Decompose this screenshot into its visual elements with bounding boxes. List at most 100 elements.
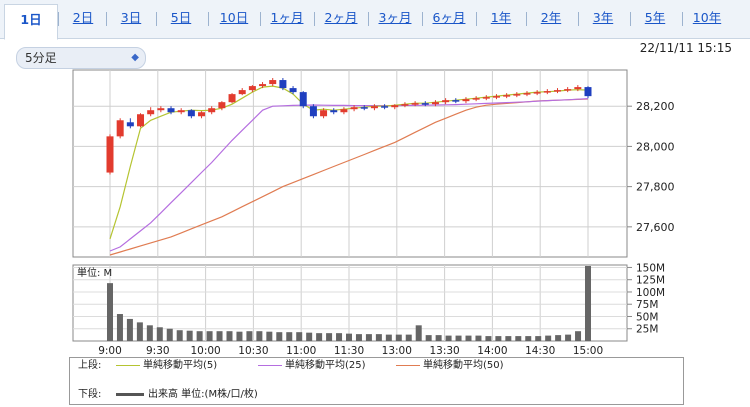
volume-y-tick-label: 50M (636, 311, 658, 323)
ma50-line (109, 98, 589, 256)
candle-body (106, 136, 114, 173)
candle-body (513, 94, 521, 96)
candle-body (350, 107, 358, 110)
tab-10[interactable]: 2年 (540, 10, 562, 25)
volume-bar (575, 331, 582, 341)
tab-9[interactable]: 1年 (490, 10, 512, 25)
candle-body (523, 93, 531, 95)
tab-7[interactable]: 3ヶ月 (378, 10, 412, 25)
candle-body (584, 87, 592, 97)
tab-4[interactable]: 10日 (219, 10, 249, 25)
volume-bar (116, 314, 123, 341)
candle-body (248, 86, 256, 91)
volume-y-tick-label: 150M (636, 262, 665, 274)
volume-bar (276, 332, 283, 341)
candle-body (320, 110, 328, 117)
candle-body (492, 96, 500, 98)
candle-body (259, 84, 267, 87)
volume-y-tick-label: 75M (636, 299, 658, 311)
interval-select-label: 5分足 (25, 51, 57, 65)
timestamp: 22/11/11 15:15 (639, 41, 732, 55)
candle-body (370, 106, 378, 109)
volume-bar (346, 333, 352, 341)
candle-body (228, 94, 236, 103)
candle-body (482, 97, 490, 99)
legend-volume-swatch (116, 392, 144, 396)
tab-5[interactable]: 1ヶ月 (270, 10, 304, 25)
volume-bar (525, 336, 532, 341)
candle-body (533, 92, 541, 94)
tab-11[interactable]: 3年 (592, 10, 614, 25)
candle-body (238, 90, 246, 95)
volume-y-tick-label: 100M (636, 287, 665, 299)
tab-separator (630, 12, 631, 26)
legend-ma50: 単純移動平均(50) (396, 359, 504, 373)
legend-ma50-label: 単純移動平均(50) (423, 360, 504, 371)
x-tick-label: 9:00 (98, 345, 122, 357)
tab-2[interactable]: 3日 (120, 10, 142, 25)
tab-separator (526, 12, 527, 26)
candle-body (187, 110, 195, 117)
volume-bar (216, 331, 223, 341)
period-tabs: 1日 2日 3日 5日 10日 1ヶ月 2ヶ月 3ヶ月 6ヶ月 1年 2年 3年 5年 10年 (0, 0, 750, 40)
volume-bar (186, 330, 193, 341)
candle-body (126, 122, 134, 127)
candle-body (340, 109, 348, 113)
volume-bar (146, 325, 153, 341)
volume-bar (286, 332, 293, 341)
volume-bar (126, 318, 133, 341)
volume-bar (385, 334, 392, 341)
volume-bar (136, 322, 143, 341)
tab-separator (314, 12, 315, 26)
ma25-line (109, 98, 589, 252)
candle-body (330, 110, 338, 113)
tab-separator (682, 12, 683, 26)
tab-6[interactable]: 2ヶ月 (324, 10, 358, 25)
legend-ma50-swatch (396, 364, 420, 366)
legend-ma25-swatch (258, 364, 282, 366)
legend-upper-label: 上段: (78, 360, 102, 371)
volume-bar (435, 335, 442, 341)
volume-bar (585, 265, 591, 341)
volume-bar (256, 331, 263, 341)
price-y-tick-label: 28,200 (636, 100, 675, 113)
volume-bar (196, 331, 203, 341)
candle-body (574, 87, 582, 90)
price-y-tick-label: 27,800 (636, 181, 675, 194)
candle-body (167, 108, 175, 113)
candle-body (411, 103, 419, 105)
volume-bar (166, 328, 173, 341)
volume-plot-area (72, 264, 628, 342)
candle-body (137, 114, 145, 127)
volume-bar (505, 336, 512, 341)
chevron-updown-icon: ◆ (131, 52, 139, 63)
x-tick-label: 11:30 (334, 345, 364, 357)
tab-12[interactable]: 5年 (644, 10, 666, 25)
tab-13[interactable]: 10年 (692, 10, 722, 25)
volume-bar (206, 331, 213, 341)
volume-bar (365, 334, 372, 341)
tab-0[interactable]: 1日 (4, 4, 58, 40)
volume-bar (156, 327, 163, 341)
legend-ma25: 単純移動平均(25) (258, 359, 366, 373)
volume-bar (445, 335, 452, 341)
legend-ma5: 単純移動平均(5) (116, 359, 217, 373)
candle-body (279, 80, 287, 89)
tab-separator (476, 12, 477, 26)
tab-separator (578, 12, 579, 26)
tab-separator (260, 12, 261, 26)
tab-separator (422, 12, 423, 26)
price-y-tick-label: 27,600 (636, 221, 675, 234)
tab-8[interactable]: 6ヶ月 (432, 10, 466, 25)
chart-legend: 上段: 単純移動平均(5) 単純移動平均(25) 単純移動平均(50) 下段: … (69, 357, 684, 405)
tab-3[interactable]: 5日 (170, 10, 192, 25)
interval-select[interactable]: 5分足 ◆ (16, 47, 146, 69)
volume-bar (246, 331, 253, 341)
volume-bar (455, 335, 462, 341)
legend-ma5-label: 単純移動平均(5) (143, 360, 218, 371)
candle-body (452, 100, 460, 102)
volume-bar (555, 335, 562, 341)
volume-bar (375, 334, 382, 341)
legend-volume: 出来高 単位:(M株/口/枚) (116, 388, 258, 402)
tab-1[interactable]: 2日 (72, 10, 94, 25)
